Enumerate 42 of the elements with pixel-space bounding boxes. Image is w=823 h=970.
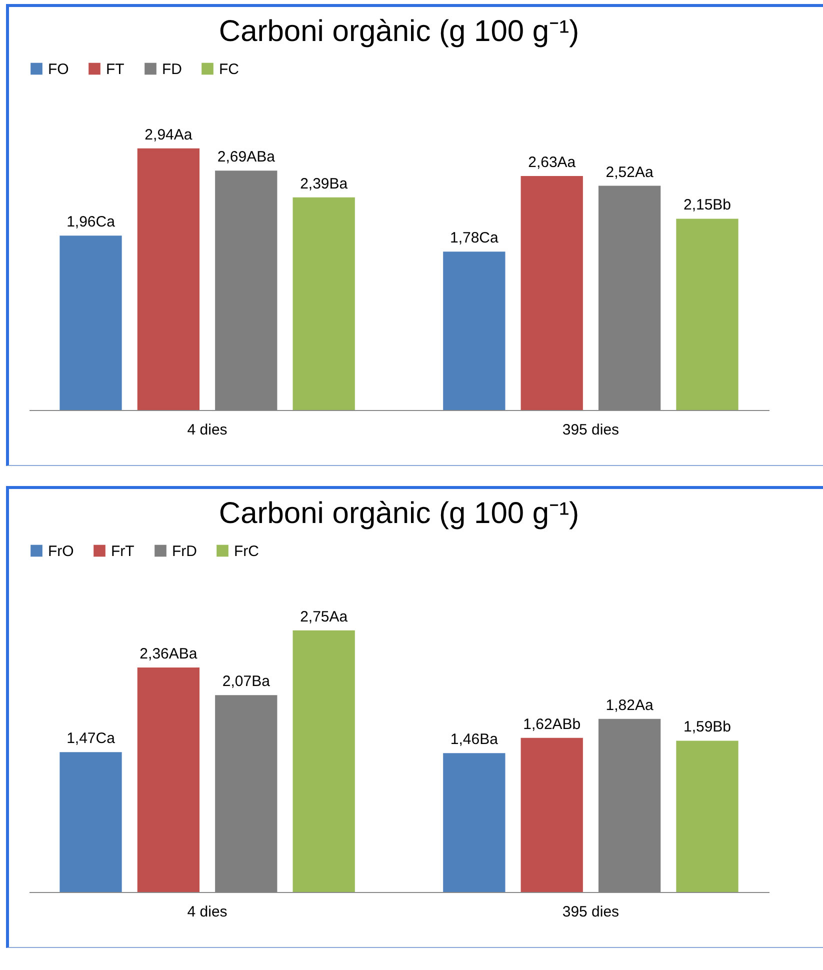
chart-title: Carboni orgànic (g 100 g⁻¹) (218, 15, 580, 48)
data-label: 1,47Ca (66, 730, 116, 748)
bar (137, 148, 200, 410)
bar (676, 218, 738, 410)
legend-label: FT (106, 60, 124, 78)
bar (443, 753, 506, 892)
legend-label: FrC (234, 542, 260, 560)
data-label: 2,94Aa (144, 126, 193, 144)
data-label: 2,69ABa (217, 148, 276, 166)
bar (520, 176, 583, 410)
bar (137, 667, 200, 892)
data-label: 2,07Ba (222, 673, 271, 690)
bar (520, 738, 583, 892)
data-label: 2,75Aa (300, 608, 348, 626)
bar (443, 252, 506, 410)
legend-label: FrO (48, 542, 74, 560)
bar (60, 236, 122, 410)
bar (292, 630, 355, 892)
legend-label: FrD (172, 542, 198, 560)
data-label: 2,39Ba (300, 175, 348, 192)
legend-label: FC (219, 60, 240, 78)
data-label: 2,63Aa (528, 154, 576, 171)
data-label: 1,46Ba (450, 731, 499, 748)
data-label: 1,82Aa (606, 696, 654, 714)
x-tick-label: 395 dies (562, 904, 620, 920)
data-label: 1,59Bb (683, 718, 732, 736)
data-label: 1,62ABb (523, 716, 581, 733)
data-label: 1,96Ca (66, 214, 116, 231)
legend-label: FO (48, 60, 69, 78)
bar (676, 740, 738, 892)
data-label: 2,15Bb (683, 196, 732, 214)
data-label: 2,36ABa (140, 645, 198, 662)
legend-label: FrT (111, 542, 134, 560)
x-tick-label: 4 dies (187, 422, 228, 438)
bar (60, 752, 122, 892)
x-tick-label: 395 dies (562, 422, 620, 438)
x-tick-label: 4 dies (187, 904, 228, 920)
bar (292, 197, 355, 410)
chart-title: Carboni orgànic (g 100 g⁻¹) (218, 497, 580, 530)
legend-label: FD (162, 60, 182, 78)
data-label: 1,78Ca (450, 230, 500, 247)
data-label: 2,52Aa (606, 164, 654, 181)
